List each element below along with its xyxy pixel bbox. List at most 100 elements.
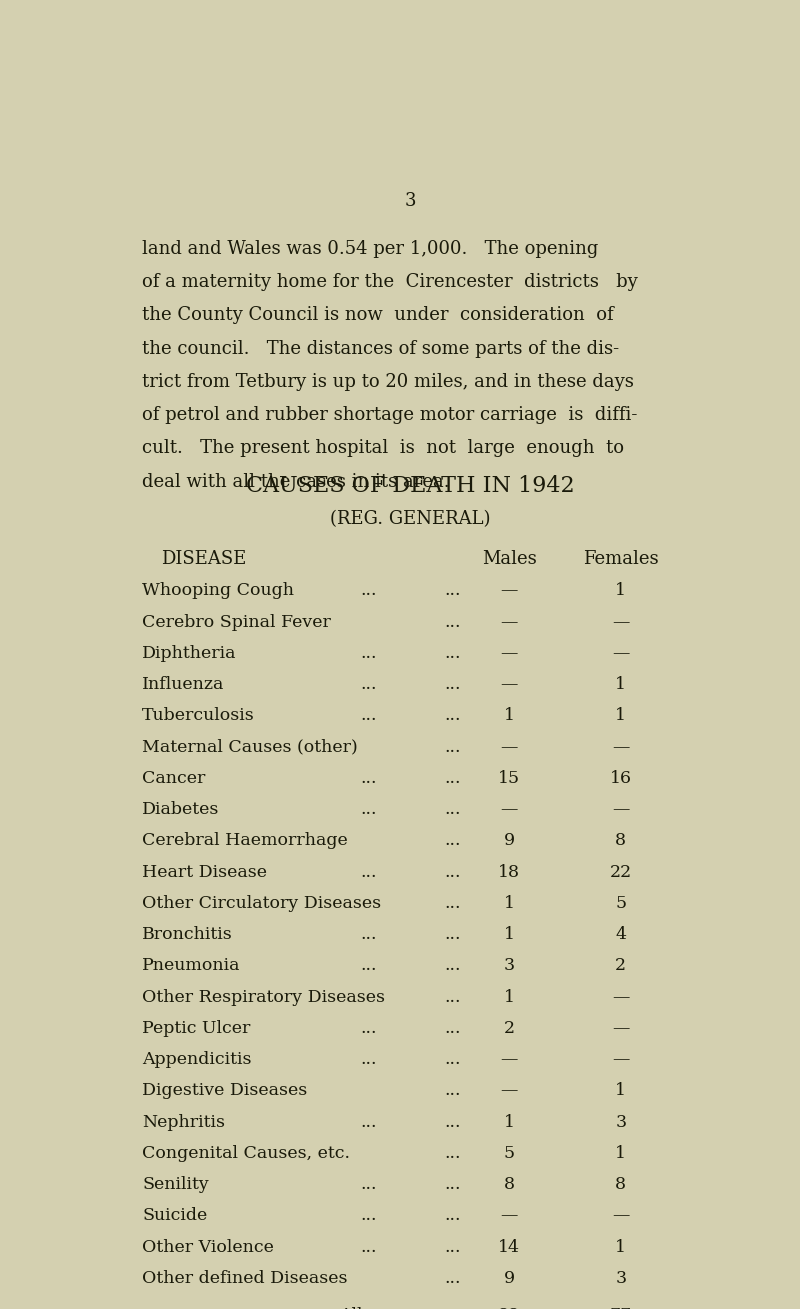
- Text: ...: ...: [444, 1114, 461, 1131]
- Text: ...: ...: [444, 1020, 461, 1037]
- Text: Peptic Ulcer: Peptic Ulcer: [142, 1020, 250, 1037]
- Text: ...: ...: [444, 1238, 461, 1255]
- Text: ...: ...: [360, 1207, 377, 1224]
- Text: ...: ...: [444, 1051, 461, 1068]
- Text: —: —: [612, 738, 630, 755]
- Text: Digestive Diseases: Digestive Diseases: [142, 1083, 307, 1100]
- Text: ...: ...: [444, 864, 461, 881]
- Text: —: —: [501, 677, 518, 694]
- Text: ...: ...: [360, 583, 377, 600]
- Text: DISEASE: DISEASE: [162, 550, 247, 568]
- Text: 1: 1: [504, 988, 514, 1005]
- Text: Congenital Causes, etc.: Congenital Causes, etc.: [142, 1145, 350, 1162]
- Text: —: —: [501, 1083, 518, 1100]
- Text: —: —: [612, 1051, 630, 1068]
- Text: ...: ...: [444, 801, 461, 818]
- Text: Other Respiratory Diseases: Other Respiratory Diseases: [142, 988, 385, 1005]
- Text: ...: ...: [444, 1207, 461, 1224]
- Text: 5: 5: [504, 1145, 514, 1162]
- Text: trict from Tetbury is up to 20 miles, and in these days: trict from Tetbury is up to 20 miles, an…: [142, 373, 634, 391]
- Text: 3: 3: [615, 1114, 626, 1131]
- Text: 1: 1: [504, 927, 514, 942]
- Text: 8: 8: [615, 1175, 626, 1192]
- Text: 8: 8: [615, 833, 626, 850]
- Text: deal with all the cases in its area.: deal with all the cases in its area.: [142, 473, 450, 491]
- Text: —: —: [612, 1020, 630, 1037]
- Text: Pneumonia: Pneumonia: [142, 957, 241, 974]
- Text: ...: ...: [360, 1238, 377, 1255]
- Text: Tuberculosis: Tuberculosis: [142, 707, 255, 724]
- Text: 88: 88: [498, 1308, 520, 1309]
- Text: —: —: [501, 645, 518, 662]
- Text: ...: ...: [444, 770, 461, 787]
- Text: of a maternity home for the  Cirencester  districts   by: of a maternity home for the Cirencester …: [142, 274, 638, 291]
- Text: —: —: [501, 738, 518, 755]
- Text: Appendicitis: Appendicitis: [142, 1051, 252, 1068]
- Text: —: —: [612, 801, 630, 818]
- Text: Maternal Causes (other): Maternal Causes (other): [142, 738, 358, 755]
- Text: ...: ...: [360, 1114, 377, 1131]
- Text: Other Circulatory Diseases: Other Circulatory Diseases: [142, 895, 382, 912]
- Text: 3: 3: [404, 192, 416, 211]
- Text: ...: ...: [444, 738, 461, 755]
- Text: ...: ...: [360, 1175, 377, 1192]
- Text: 9: 9: [504, 833, 514, 850]
- Text: ...: ...: [444, 1145, 461, 1162]
- Text: ...: ...: [444, 614, 461, 631]
- Text: Females: Females: [583, 550, 658, 568]
- Text: (REG. GENERAL): (REG. GENERAL): [330, 509, 490, 528]
- Text: ...: ...: [360, 864, 377, 881]
- Text: Cerebro Spinal Fever: Cerebro Spinal Fever: [142, 614, 331, 631]
- Text: ...: ...: [444, 1175, 461, 1192]
- Text: the council.   The distances of some parts of the dis-: the council. The distances of some parts…: [142, 339, 619, 357]
- Text: Other Violence: Other Violence: [142, 1238, 274, 1255]
- Text: 1: 1: [504, 1114, 514, 1131]
- Text: ...: ...: [360, 957, 377, 974]
- Text: Bronchitis: Bronchitis: [142, 927, 233, 942]
- Text: Diabetes: Diabetes: [142, 801, 219, 818]
- Text: Diphtheria: Diphtheria: [142, 645, 237, 662]
- Text: 1: 1: [504, 707, 514, 724]
- Text: ...: ...: [360, 677, 377, 694]
- Text: ...: ...: [444, 1083, 461, 1100]
- Text: land and Wales was 0.54 per 1,000.   The opening: land and Wales was 0.54 per 1,000. The o…: [142, 240, 598, 258]
- Text: Senility: Senility: [142, 1175, 209, 1192]
- Text: 3: 3: [504, 957, 514, 974]
- Text: —: —: [501, 801, 518, 818]
- Text: 8: 8: [504, 1175, 514, 1192]
- Text: ...: ...: [360, 927, 377, 942]
- Text: —: —: [501, 583, 518, 600]
- Text: 2: 2: [615, 957, 626, 974]
- Text: ...: ...: [444, 988, 461, 1005]
- Text: ...: ...: [444, 833, 461, 850]
- Text: Other defined Diseases: Other defined Diseases: [142, 1270, 348, 1287]
- Text: Heart Disease: Heart Disease: [142, 864, 267, 881]
- Text: 1: 1: [615, 583, 626, 600]
- Text: —: —: [501, 1051, 518, 1068]
- Text: ...: ...: [360, 645, 377, 662]
- Text: 4: 4: [615, 927, 626, 942]
- Text: ...: ...: [360, 801, 377, 818]
- Text: 3: 3: [615, 1270, 626, 1287]
- Text: 1: 1: [615, 677, 626, 694]
- Text: Males: Males: [482, 550, 537, 568]
- Text: 77: 77: [610, 1308, 632, 1309]
- Text: ...: ...: [360, 707, 377, 724]
- Text: 18: 18: [498, 864, 520, 881]
- Text: —: —: [501, 614, 518, 631]
- Text: 14: 14: [498, 1238, 520, 1255]
- Text: Suicide: Suicide: [142, 1207, 207, 1224]
- Text: —: —: [501, 1207, 518, 1224]
- Text: 1: 1: [615, 1083, 626, 1100]
- Text: 1: 1: [615, 1238, 626, 1255]
- Text: of petrol and rubber shortage motor carriage  is  diffi-: of petrol and rubber shortage motor carr…: [142, 406, 638, 424]
- Text: Whooping Cough: Whooping Cough: [142, 583, 294, 600]
- Text: ...: ...: [444, 927, 461, 942]
- Text: 16: 16: [610, 770, 632, 787]
- Text: ...: ...: [444, 707, 461, 724]
- Text: 1: 1: [615, 1145, 626, 1162]
- Text: ...: ...: [444, 1308, 461, 1309]
- Text: Influenza: Influenza: [142, 677, 225, 694]
- Text: 1: 1: [504, 895, 514, 912]
- Text: the County Council is now  under  consideration  of: the County Council is now under consider…: [142, 306, 614, 325]
